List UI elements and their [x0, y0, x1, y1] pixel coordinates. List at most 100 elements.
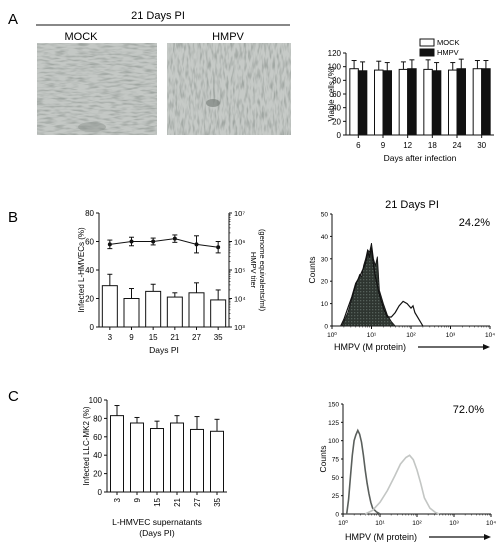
- viability-bar: [357, 70, 368, 136]
- llcmk2_infection-ytick-label: 100: [89, 396, 103, 405]
- llcmk2_infection-bar: [190, 428, 204, 493]
- flow-b-mock-histogram: [341, 243, 397, 327]
- lhmvec-right-tick-label: 10⁴: [234, 295, 246, 304]
- llcmk2_infection-xtick-label: 3: [113, 497, 122, 502]
- lhmvec_infection-xtick-label: 35: [214, 333, 223, 342]
- lhmvec_infection-bar: [101, 285, 118, 328]
- legend-label-hmpv: HMPV: [437, 48, 459, 57]
- viability-ytick-label: 0: [337, 131, 342, 140]
- llcmk2_infection-ytick-label: 60: [93, 433, 102, 442]
- viability-ytick-label: 20: [332, 117, 341, 126]
- lhmvec-y2label: (genome equivalents/ml): [258, 229, 267, 312]
- llcmk2_infection-xtick-label: 9: [133, 497, 142, 502]
- llcmk2_infection-ytick-label: 40: [93, 451, 102, 460]
- viability-bar: [423, 68, 433, 136]
- lhmvec-titer-point: [194, 242, 199, 247]
- flow_b-ylabel: Counts: [307, 257, 317, 284]
- flow_c-xtick-label: 10⁴: [486, 520, 496, 527]
- lhmvec-titer-point: [216, 245, 221, 250]
- flow_b-ytick-label: 10: [321, 301, 329, 308]
- llcmk2_infection-bar: [150, 428, 164, 493]
- viability-xtick-label: 24: [453, 141, 462, 150]
- viability-bar: [407, 68, 417, 136]
- lhmvec-y2label: HMPV titer: [249, 252, 258, 289]
- flow_b-xtick-label: 10¹: [367, 332, 377, 339]
- llcmk2_infection-bar: [170, 422, 184, 493]
- flow_c-ytick-label: 150: [328, 402, 339, 409]
- viability-ytick-label: 80: [332, 76, 341, 85]
- viability-xtick-label: 18: [428, 141, 437, 150]
- flow-b-title: 21 Days PI: [385, 199, 439, 211]
- viability-bar: [349, 68, 359, 136]
- micrograph-mock-label: MOCK: [65, 31, 99, 43]
- flow_b-ytick-label: 40: [321, 234, 329, 241]
- flow-c-percent: 72.0%: [453, 404, 484, 416]
- lhmvec_infection-ytick-label: 20: [85, 295, 94, 304]
- viability-ytick-label: 120: [328, 49, 342, 58]
- chart-lhmvec-infection: 0 20 40 60 80 3 9 15 21 27 35 10³ 10⁴ 10⁵ 10⁶ 10⁷ Infect…: [77, 209, 267, 355]
- flow_c-xlabel: HMPV (M protein): [345, 532, 417, 542]
- lhmvec_infection-bar: [123, 298, 140, 328]
- flow_b-xtick-label: 10²: [406, 332, 416, 339]
- llcmk2_infection-bar: [130, 422, 144, 493]
- lhmvec_infection-xtick-label: 3: [108, 333, 113, 342]
- viability-ytick-label: 60: [332, 90, 341, 99]
- chart-flow-b: 0 10 20 30 40 50 10⁰ 10¹ 10² 10³ 10⁴ Counts HMPV (M …: [307, 212, 495, 353]
- flow_c-xtick-label: 10²: [412, 520, 422, 527]
- lhmvec-titer-point: [172, 236, 177, 241]
- lhmvec_infection-ytick-label: 60: [85, 238, 94, 247]
- micrograph-hmpv: [167, 43, 291, 135]
- lhmvec_infection-bar: [210, 299, 227, 328]
- flow_b-xtick-label: 10⁰: [327, 331, 337, 339]
- panel-a-letter: A: [8, 11, 18, 28]
- llcmk2_infection-bar: [110, 415, 124, 493]
- lhmvec_infection-xtick-label: 9: [129, 333, 134, 342]
- flow_b-xtick-label: 10⁴: [485, 332, 495, 339]
- lhmvec-xlabel: Days PI: [149, 345, 179, 355]
- viability-xtick-label: 12: [403, 141, 412, 150]
- lhmvec-titer-point: [151, 239, 156, 244]
- flow_c-ytick-label: 0: [335, 512, 339, 519]
- legend-swatch-hmpv: [419, 48, 435, 57]
- viability-bar: [448, 69, 458, 136]
- viability-ytick-label: 100: [328, 63, 342, 72]
- lhmvec_infection-ytick-label: 0: [90, 323, 95, 332]
- llcmk2_infection-ytick-label: 20: [93, 470, 102, 479]
- viability-bar: [382, 70, 392, 136]
- viability-xlabel: Days after infection: [384, 153, 457, 163]
- flow_b-ytick-label: 20: [321, 279, 329, 286]
- llcmk2_infection-xtick-label: 35: [213, 497, 222, 506]
- lhmvec-right-tick-label: 10⁵: [234, 266, 245, 275]
- flow_b-ytick-label: 30: [321, 256, 329, 263]
- llcmk2_infection-xtick-label: 15: [153, 497, 162, 506]
- llcmk2_infection-xtick-label: 27: [193, 497, 202, 506]
- lhmvec_infection-bar: [188, 292, 205, 328]
- llcmk2_infection-xtick-label: 21: [173, 497, 182, 506]
- viability-bar: [481, 68, 491, 136]
- llcmk2_infection-ytick-label: 80: [93, 414, 102, 423]
- viability-xtick-label: 6: [356, 141, 361, 150]
- lhmvec_infection-ytick-label: 80: [85, 209, 94, 218]
- chart-flow-c: 0 25 50 75 100 125 150 10⁰ 10¹ 10² 10³ 10⁴ Counts HMP…: [318, 402, 496, 543]
- flow_b-ytick-label: 50: [321, 212, 329, 219]
- legend-label-mock: MOCK: [437, 38, 460, 47]
- viability-bar: [472, 68, 483, 136]
- lhmvec-right-tick-label: 10³: [234, 323, 245, 332]
- flow_b-xtick-label: 10³: [446, 332, 456, 339]
- lhmvec-right-tick-label: 10⁷: [234, 209, 245, 218]
- legend-swatch-mock: [419, 38, 435, 47]
- viability-bar: [431, 70, 442, 136]
- panel-b-letter: B: [8, 209, 18, 226]
- viability-ytick-label: 40: [332, 104, 341, 113]
- flow_c-ytick-label: 25: [332, 493, 340, 500]
- flow-b-hmpv-histogram: [340, 247, 424, 327]
- llcmk2-xlabel-line1: L-HMVEC supernatants: [112, 517, 202, 527]
- lhmvec-ylabel: Infected L-HMVECs (%): [77, 227, 86, 313]
- flow-c-mock-histogram: [345, 428, 381, 515]
- viability-bar: [398, 68, 409, 136]
- lhmvec-titer-point: [107, 242, 112, 247]
- flow_c-ylabel: Counts: [318, 446, 328, 473]
- lhmvec_infection-ytick-label: 40: [85, 266, 94, 275]
- flow_c-ytick-label: 100: [328, 438, 339, 445]
- viability-ylabel: Viable cells (%): [327, 66, 336, 121]
